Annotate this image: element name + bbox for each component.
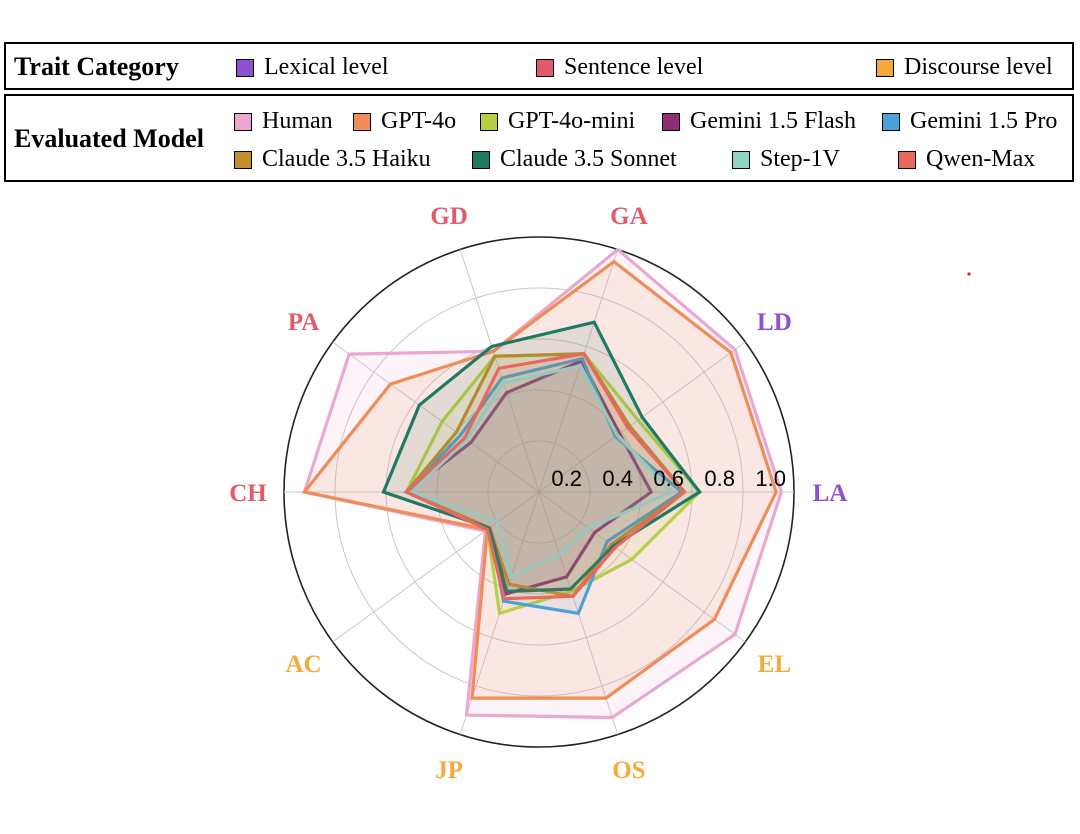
axis-label-jp: JP — [435, 757, 463, 784]
gpt4o-swatch — [353, 112, 371, 131]
legend-label-discourse: Discourse level — [904, 54, 1053, 80]
grid-spoke — [459, 249, 540, 493]
legend-label-qwen-max: Qwen-Max — [926, 146, 1036, 172]
discourse-swatch — [876, 58, 894, 77]
grid-spoke — [332, 491, 540, 643]
trait-category-legend: Trait Category Lexical level Sentence le… — [4, 42, 1074, 90]
series-1-polygon — [301, 259, 778, 700]
legend-item-qwen-max: Qwen-Max — [898, 146, 1035, 173]
qwen-max-swatch — [898, 150, 916, 169]
legend-label-human: Human — [262, 108, 333, 134]
axis-label-ac: AC — [286, 651, 322, 678]
gpt4o-mini-swatch — [480, 112, 498, 131]
legend-item-gpt4o-mini: GPT-4o-mini — [480, 108, 635, 135]
legend-label-step1v: Step-1V — [760, 146, 840, 172]
legend-item-gpt4o: GPT-4o — [353, 108, 456, 135]
legend-item-gemini-flash: Gemini 1.5 Flash — [662, 108, 856, 135]
legend-item-claude-sonnet: Claude 3.5 Sonnet — [472, 146, 677, 173]
trait-legend-title: Trait Category — [14, 52, 179, 81]
radar-labels: 0.2 0.4 0.6 0.8 1.0 LA EL OS JP AC CH PA GD GA LD — [229, 203, 847, 784]
legend-label-claude-haiku: Claude 3.5 Haiku — [262, 146, 431, 172]
human-swatch — [234, 112, 252, 131]
legend-item-discourse: Discourse level — [876, 54, 1053, 81]
axis-label-os: OS — [612, 757, 645, 784]
legend-item-human: Human — [234, 108, 333, 135]
grid-spoke — [332, 341, 540, 493]
legend-item-claude-haiku: Claude 3.5 Haiku — [234, 146, 431, 173]
axis-label-gd: GD — [430, 203, 468, 230]
step1v-swatch — [732, 150, 750, 169]
legend-label-lexical: Lexical level — [264, 54, 389, 80]
series-7-polygon — [408, 364, 675, 580]
radar-series — [301, 247, 783, 720]
claude-sonnet-swatch — [472, 150, 490, 169]
r-tick-label: 1.0 — [755, 466, 786, 491]
claude-haiku-swatch — [234, 150, 252, 169]
axis-label-pa: PA — [288, 309, 319, 336]
axis-label-el: EL — [758, 651, 791, 678]
axis-label-ch: CH — [229, 480, 267, 507]
axis-label-ld: LD — [757, 309, 792, 336]
series-6-polygon — [381, 320, 702, 594]
series-8-polygon — [403, 352, 687, 601]
r-tick-label: 0.2 — [551, 466, 582, 491]
radar-chart: 0.2 0.4 0.6 0.8 1.0 LA EL OS JP AC CH PA GD GA LD — [229, 203, 971, 784]
model-legend-title: Evaluated Model — [14, 124, 204, 153]
legend-item-lexical: Lexical level — [236, 54, 389, 81]
legend-label-claude-sonnet: Claude 3.5 Sonnet — [500, 146, 677, 172]
legend-label-gemini-flash: Gemini 1.5 Flash — [690, 108, 856, 134]
sentence-swatch — [536, 58, 554, 77]
r-tick-label: 0.4 — [602, 466, 633, 491]
legend-item-sentence: Sentence level — [536, 54, 703, 81]
legend-item-gemini-pro: Gemini 1.5 Pro — [882, 108, 1057, 135]
grid-spoke — [538, 491, 746, 643]
evaluated-model-legend: Evaluated Model Human GPT-4o GPT-4o-mini… — [4, 94, 1074, 182]
grid-spoke — [538, 249, 619, 493]
legend-item-step1v: Step-1V — [732, 146, 840, 173]
axis-label-ga: GA — [610, 203, 648, 230]
r-tick-label: 0.8 — [704, 466, 735, 491]
legend-label-gemini-pro: Gemini 1.5 Pro — [910, 108, 1058, 134]
lexical-swatch — [236, 58, 254, 77]
stray-dot — [967, 272, 971, 276]
r-tick-label: 0.6 — [653, 466, 684, 491]
gemini-pro-swatch — [882, 112, 900, 131]
legend-label-sentence: Sentence level — [564, 54, 704, 80]
legend-label-gpt4o: GPT-4o — [381, 108, 457, 134]
gemini-flash-swatch — [662, 112, 680, 131]
axis-label-la: LA — [813, 480, 848, 507]
legend-label-gpt4o-mini: GPT-4o-mini — [508, 108, 636, 134]
